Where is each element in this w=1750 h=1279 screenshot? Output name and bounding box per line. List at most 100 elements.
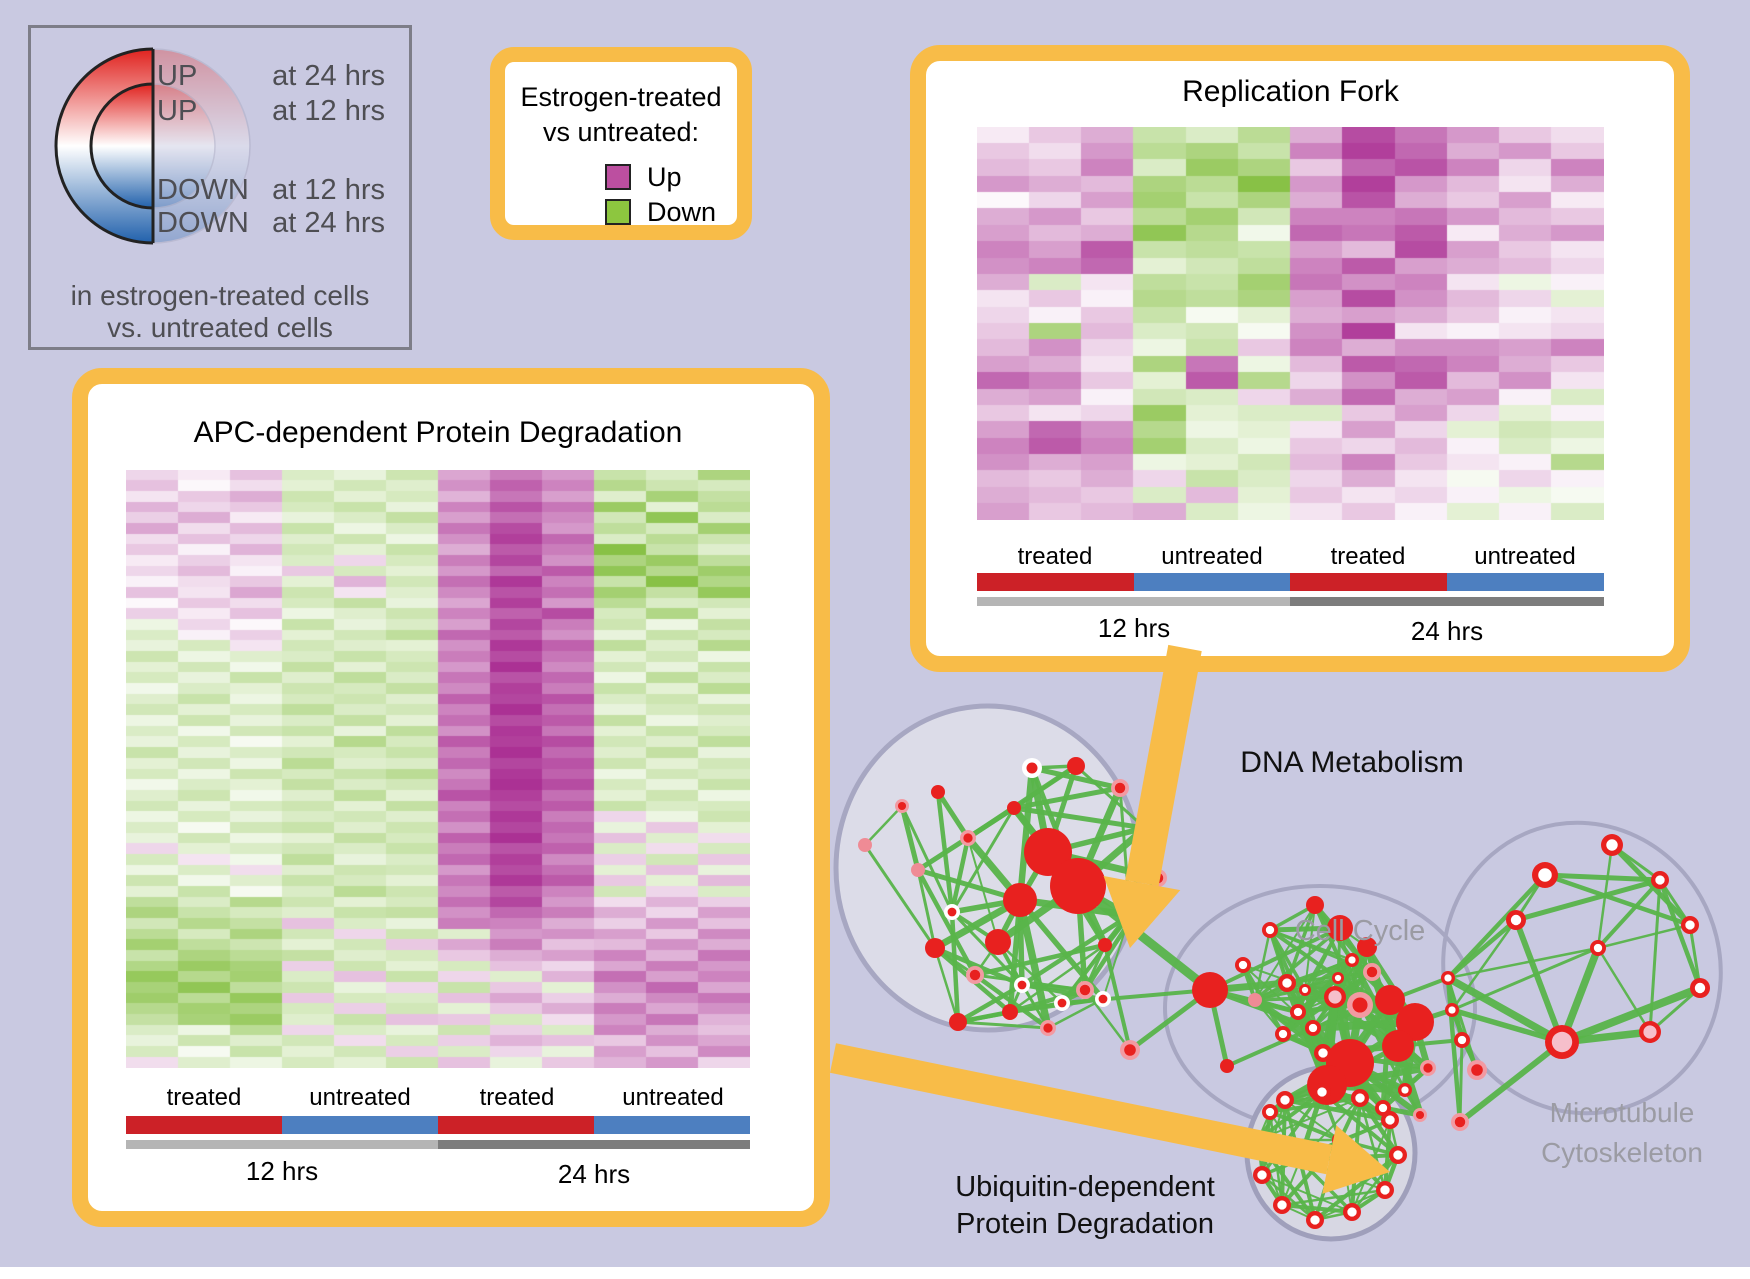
network-edge bbox=[1009, 943, 1106, 1014]
network-node-core bbox=[1415, 1110, 1425, 1120]
estrogen-title-line2: vs untreated: bbox=[542, 117, 700, 147]
down-12-dir: DOWN bbox=[157, 174, 249, 206]
callout-arrow-shaft bbox=[829, 1043, 1333, 1175]
network-node bbox=[1067, 757, 1085, 775]
network-edge bbox=[1281, 1188, 1386, 1207]
time-bar-12hrs bbox=[977, 597, 1290, 606]
network-edge bbox=[900, 805, 954, 913]
apc-time-label: 12 hrs bbox=[245, 1156, 319, 1186]
network-node-core bbox=[969, 969, 981, 981]
network-node bbox=[1396, 1003, 1434, 1041]
up-12-dir: UP bbox=[157, 95, 198, 127]
network-edge bbox=[1209, 988, 1314, 1030]
network-node-core bbox=[1308, 1023, 1318, 1033]
rep-group-label: untreated bbox=[1161, 543, 1263, 570]
rep-time-label: 12 hrs bbox=[1097, 613, 1171, 643]
network-node-core bbox=[1293, 1007, 1303, 1017]
network-node-core bbox=[1380, 1185, 1390, 1195]
network-node-core bbox=[1348, 956, 1356, 964]
network-node-core bbox=[1265, 925, 1275, 935]
apc-panel-title: APC-dependent Protein Degradation bbox=[193, 416, 683, 449]
network-node bbox=[985, 929, 1011, 955]
network-edge bbox=[1446, 974, 1564, 1046]
network-edge bbox=[1446, 918, 1518, 980]
network-edge bbox=[1257, 1097, 1361, 1141]
network-edge bbox=[935, 790, 971, 840]
network-edge bbox=[1544, 872, 1691, 928]
network-edge bbox=[933, 947, 960, 1023]
network-node-core bbox=[1079, 984, 1091, 996]
network-node-core bbox=[1017, 980, 1027, 990]
network-node-core bbox=[1643, 1025, 1657, 1039]
callout-arrow-head bbox=[1103, 876, 1181, 948]
network-edge bbox=[1446, 873, 1547, 980]
network-node bbox=[1220, 1059, 1234, 1073]
network-node bbox=[1248, 993, 1262, 1007]
network-node bbox=[1357, 937, 1377, 957]
network-node-core bbox=[1401, 1086, 1409, 1094]
up-24-time: at 24 hrs bbox=[272, 60, 385, 92]
rep-group-label: treated bbox=[1330, 543, 1406, 570]
network-node bbox=[1024, 828, 1072, 876]
time-bar-24hrs bbox=[438, 1140, 750, 1149]
apc-group-label: treated bbox=[479, 1084, 555, 1111]
apc-group-label: untreated bbox=[622, 1084, 724, 1111]
network-edge bbox=[1544, 872, 1661, 883]
network-edge bbox=[1451, 946, 1599, 1012]
updown-legend-box: UP at 24 hrs UP at 12 hrs DOWN at 12 hrs… bbox=[28, 25, 412, 350]
network-edge bbox=[1515, 877, 1661, 923]
network-node-core bbox=[1378, 1103, 1388, 1113]
network-node bbox=[925, 938, 945, 958]
updown-caption-line1: in estrogen-treated cells bbox=[70, 280, 370, 311]
network-node-core bbox=[1328, 990, 1342, 1004]
network-node bbox=[858, 838, 872, 852]
estrogen-title-line1: Estrogen-treated bbox=[520, 82, 722, 112]
network-edge bbox=[997, 941, 1063, 1004]
network-node-core bbox=[1551, 1031, 1573, 1053]
network-node-core bbox=[1655, 875, 1665, 885]
network-node-core bbox=[1457, 1035, 1467, 1045]
cell-cycle-label: Cell Cycle bbox=[1295, 915, 1426, 947]
network-edge bbox=[916, 869, 937, 949]
network-edge bbox=[1031, 765, 1121, 791]
network-node-core bbox=[1278, 1029, 1288, 1039]
network-node-core bbox=[1282, 978, 1292, 988]
network-node-core bbox=[1317, 1087, 1327, 1097]
up-swatch bbox=[605, 164, 631, 190]
network-edge bbox=[1657, 879, 1703, 989]
network-edge bbox=[1254, 976, 1339, 1002]
down-label: Down bbox=[647, 197, 717, 227]
network-node bbox=[1375, 985, 1405, 1015]
callout-arrow-shaft bbox=[1125, 644, 1202, 887]
network-node bbox=[1192, 972, 1228, 1008]
network-node bbox=[1327, 915, 1353, 941]
network-edge bbox=[1458, 1039, 1464, 1123]
network-node-core bbox=[1510, 914, 1522, 926]
network-edge bbox=[1047, 997, 1104, 1030]
network-node-core bbox=[1280, 1095, 1290, 1105]
network-edge bbox=[1450, 919, 1518, 1011]
treated-bar bbox=[1290, 573, 1447, 591]
network-node bbox=[1098, 938, 1112, 952]
network-edge bbox=[1226, 1026, 1314, 1068]
network-node bbox=[911, 863, 925, 877]
down-12-time: at 12 hrs bbox=[272, 174, 385, 206]
network-edge bbox=[1013, 805, 1146, 831]
network-edge bbox=[1560, 984, 1702, 1046]
network-edge bbox=[1269, 1096, 1361, 1114]
network-edge bbox=[1074, 764, 1147, 830]
network-node-core bbox=[1301, 986, 1309, 994]
apc-panel: APC-dependent Protein Degradation treate… bbox=[72, 368, 830, 1227]
apc-group-label: untreated bbox=[309, 1084, 411, 1111]
untreated-bar bbox=[1447, 573, 1604, 591]
network-node-core bbox=[1238, 960, 1248, 970]
network-node-core bbox=[1448, 1006, 1456, 1014]
network-node bbox=[1306, 896, 1324, 914]
network-edge bbox=[1007, 899, 1023, 1013]
network-node-core bbox=[947, 907, 957, 917]
network-node-core bbox=[1310, 1215, 1320, 1225]
network-edge bbox=[916, 868, 977, 977]
network-edge bbox=[1016, 767, 1036, 901]
